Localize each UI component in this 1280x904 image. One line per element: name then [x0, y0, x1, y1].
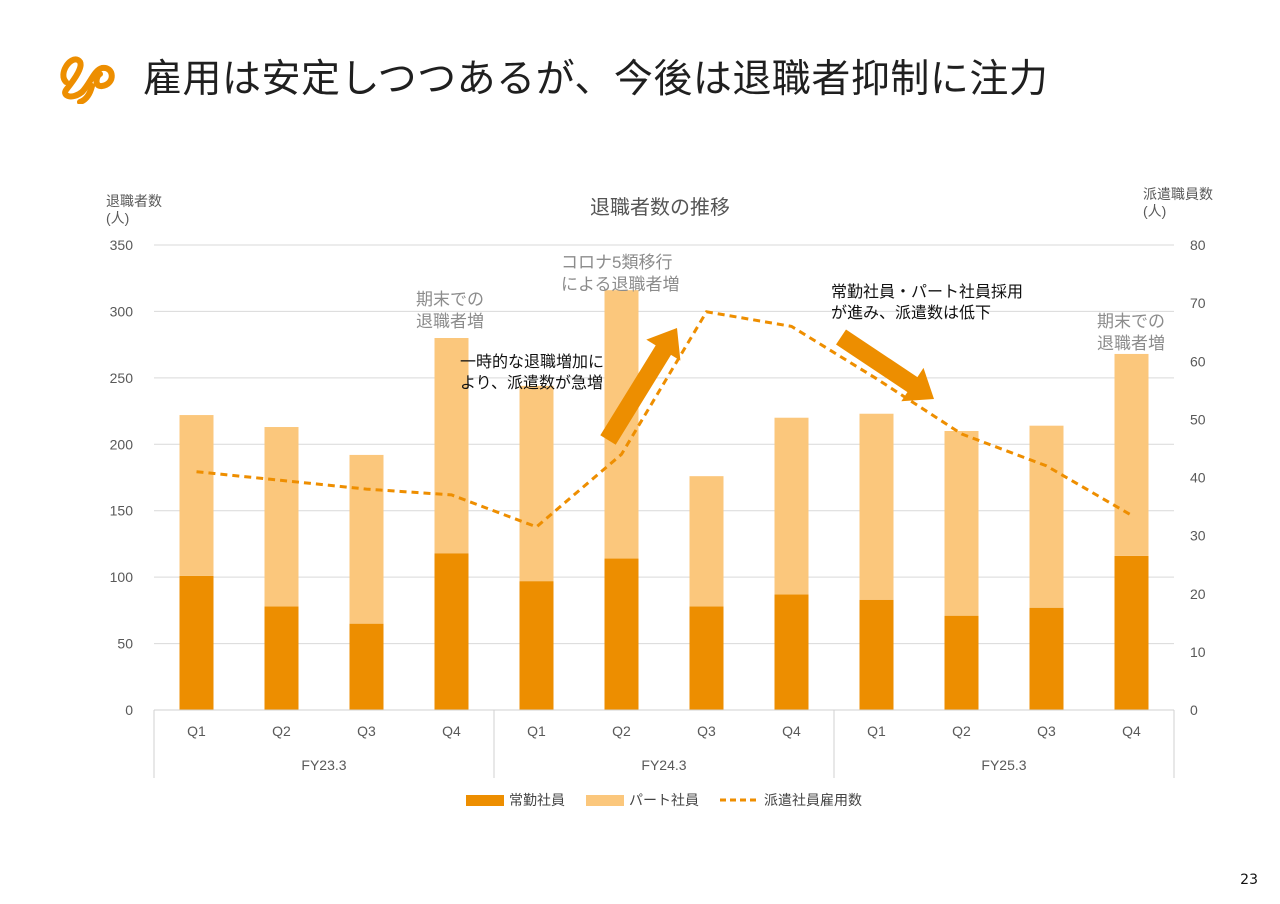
bar-full-time: [519, 581, 554, 710]
legend-label-dispatch: 派遣社員雇用数: [764, 792, 862, 808]
bar-part-time: [349, 454, 384, 624]
y-tick-right: 20: [1190, 586, 1206, 602]
x-tick-label: Q2: [612, 723, 631, 739]
y-tick-right: 70: [1190, 295, 1206, 311]
annotation-text: 期末での: [1097, 312, 1165, 331]
x-tick-label: Q2: [272, 723, 291, 739]
x-tick-label: Q4: [1122, 723, 1141, 739]
bar-part-time: [1114, 353, 1149, 556]
x-tick-label: Q1: [527, 723, 546, 739]
y-tick-left: 250: [110, 370, 134, 386]
x-group-label: FY24.3: [641, 757, 686, 773]
x-tick-label: Q2: [952, 723, 971, 739]
x-group-label: FY23.3: [301, 757, 346, 773]
x-tick-label: Q4: [442, 723, 461, 739]
annotation-text: より、派遣数が急増: [460, 374, 603, 392]
bar-full-time: [689, 606, 724, 710]
x-tick-label: Q4: [782, 723, 801, 739]
y-tick-right: 50: [1190, 411, 1206, 427]
annotation-text: コロナ5類移行: [561, 253, 672, 272]
x-tick-label: Q3: [1037, 723, 1056, 739]
legend-label-full-time: 常勤社員: [509, 792, 565, 808]
bar-full-time: [859, 599, 894, 710]
page-title: 雇用は安定しつつあるが、今後は退職者抑制に注力: [143, 57, 1049, 102]
annotation-text: による退職者増: [561, 275, 680, 294]
x-tick-label: Q1: [867, 723, 886, 739]
bar-full-time: [434, 553, 469, 710]
bar-part-time: [774, 417, 809, 595]
y-axis-right-label: (人): [1143, 203, 1166, 219]
x-tick-label: Q3: [357, 723, 376, 739]
annotation-text: 期末での: [416, 290, 484, 309]
annotation-text: 退職者増: [416, 312, 484, 331]
y-tick-right: 80: [1190, 237, 1206, 253]
x-tick-label: Q1: [187, 723, 206, 739]
y-axis-left-label: (人): [106, 210, 129, 226]
y-tick-left: 0: [125, 702, 133, 718]
company-logo: [60, 56, 115, 104]
legend-swatch-full-time: [466, 795, 504, 806]
y-tick-right: 60: [1190, 353, 1206, 369]
bar-part-time: [1029, 425, 1064, 608]
y-tick-left: 100: [110, 569, 134, 585]
bar-full-time: [944, 615, 979, 710]
y-tick-right: 10: [1190, 644, 1206, 660]
legend-label-part-time: パート社員: [629, 792, 699, 808]
y-axis-right-label: 派遣職員数: [1143, 186, 1213, 202]
bar-full-time: [1114, 555, 1149, 710]
arrow-up: [600, 328, 681, 445]
bar-full-time: [604, 558, 639, 710]
y-tick-left: 150: [110, 503, 134, 519]
y-axis-left-label: 退職者数: [106, 193, 162, 209]
bar-full-time: [264, 606, 299, 710]
bar-part-time: [264, 427, 299, 607]
x-tick-label: Q3: [697, 723, 716, 739]
y-tick-right: 30: [1190, 528, 1206, 544]
y-tick-left: 350: [110, 237, 134, 253]
line-dispatch: [196, 310, 1133, 529]
bar-part-time: [689, 476, 724, 607]
bar-full-time: [1029, 607, 1064, 710]
bar-part-time: [859, 413, 894, 600]
y-tick-left: 200: [110, 436, 134, 452]
annotation-text: 常勤社員・パート社員採用: [831, 283, 1023, 301]
x-group-label: FY25.3: [981, 757, 1026, 773]
y-tick-left: 50: [117, 636, 133, 652]
annotation-text: が進み、派遣数は低下: [831, 304, 991, 322]
page-number: 23: [1240, 872, 1258, 888]
chart-title: 退職者数の推移: [590, 196, 730, 219]
bar-full-time: [774, 594, 809, 710]
bar-part-time: [519, 385, 554, 582]
annotation-text: 一時的な退職増加に: [460, 353, 604, 371]
arrow-down: [836, 329, 934, 402]
bar-full-time: [349, 623, 384, 710]
y-tick-right: 40: [1190, 470, 1206, 486]
y-tick-right: 0: [1190, 702, 1198, 718]
bar-full-time: [179, 575, 214, 710]
annotation-text: 退職者増: [1097, 334, 1165, 353]
legend-swatch-part-time: [586, 795, 624, 806]
y-tick-left: 300: [110, 303, 134, 319]
bar-part-time: [434, 338, 469, 554]
bar-part-time: [944, 431, 979, 616]
bar-part-time: [179, 415, 214, 576]
